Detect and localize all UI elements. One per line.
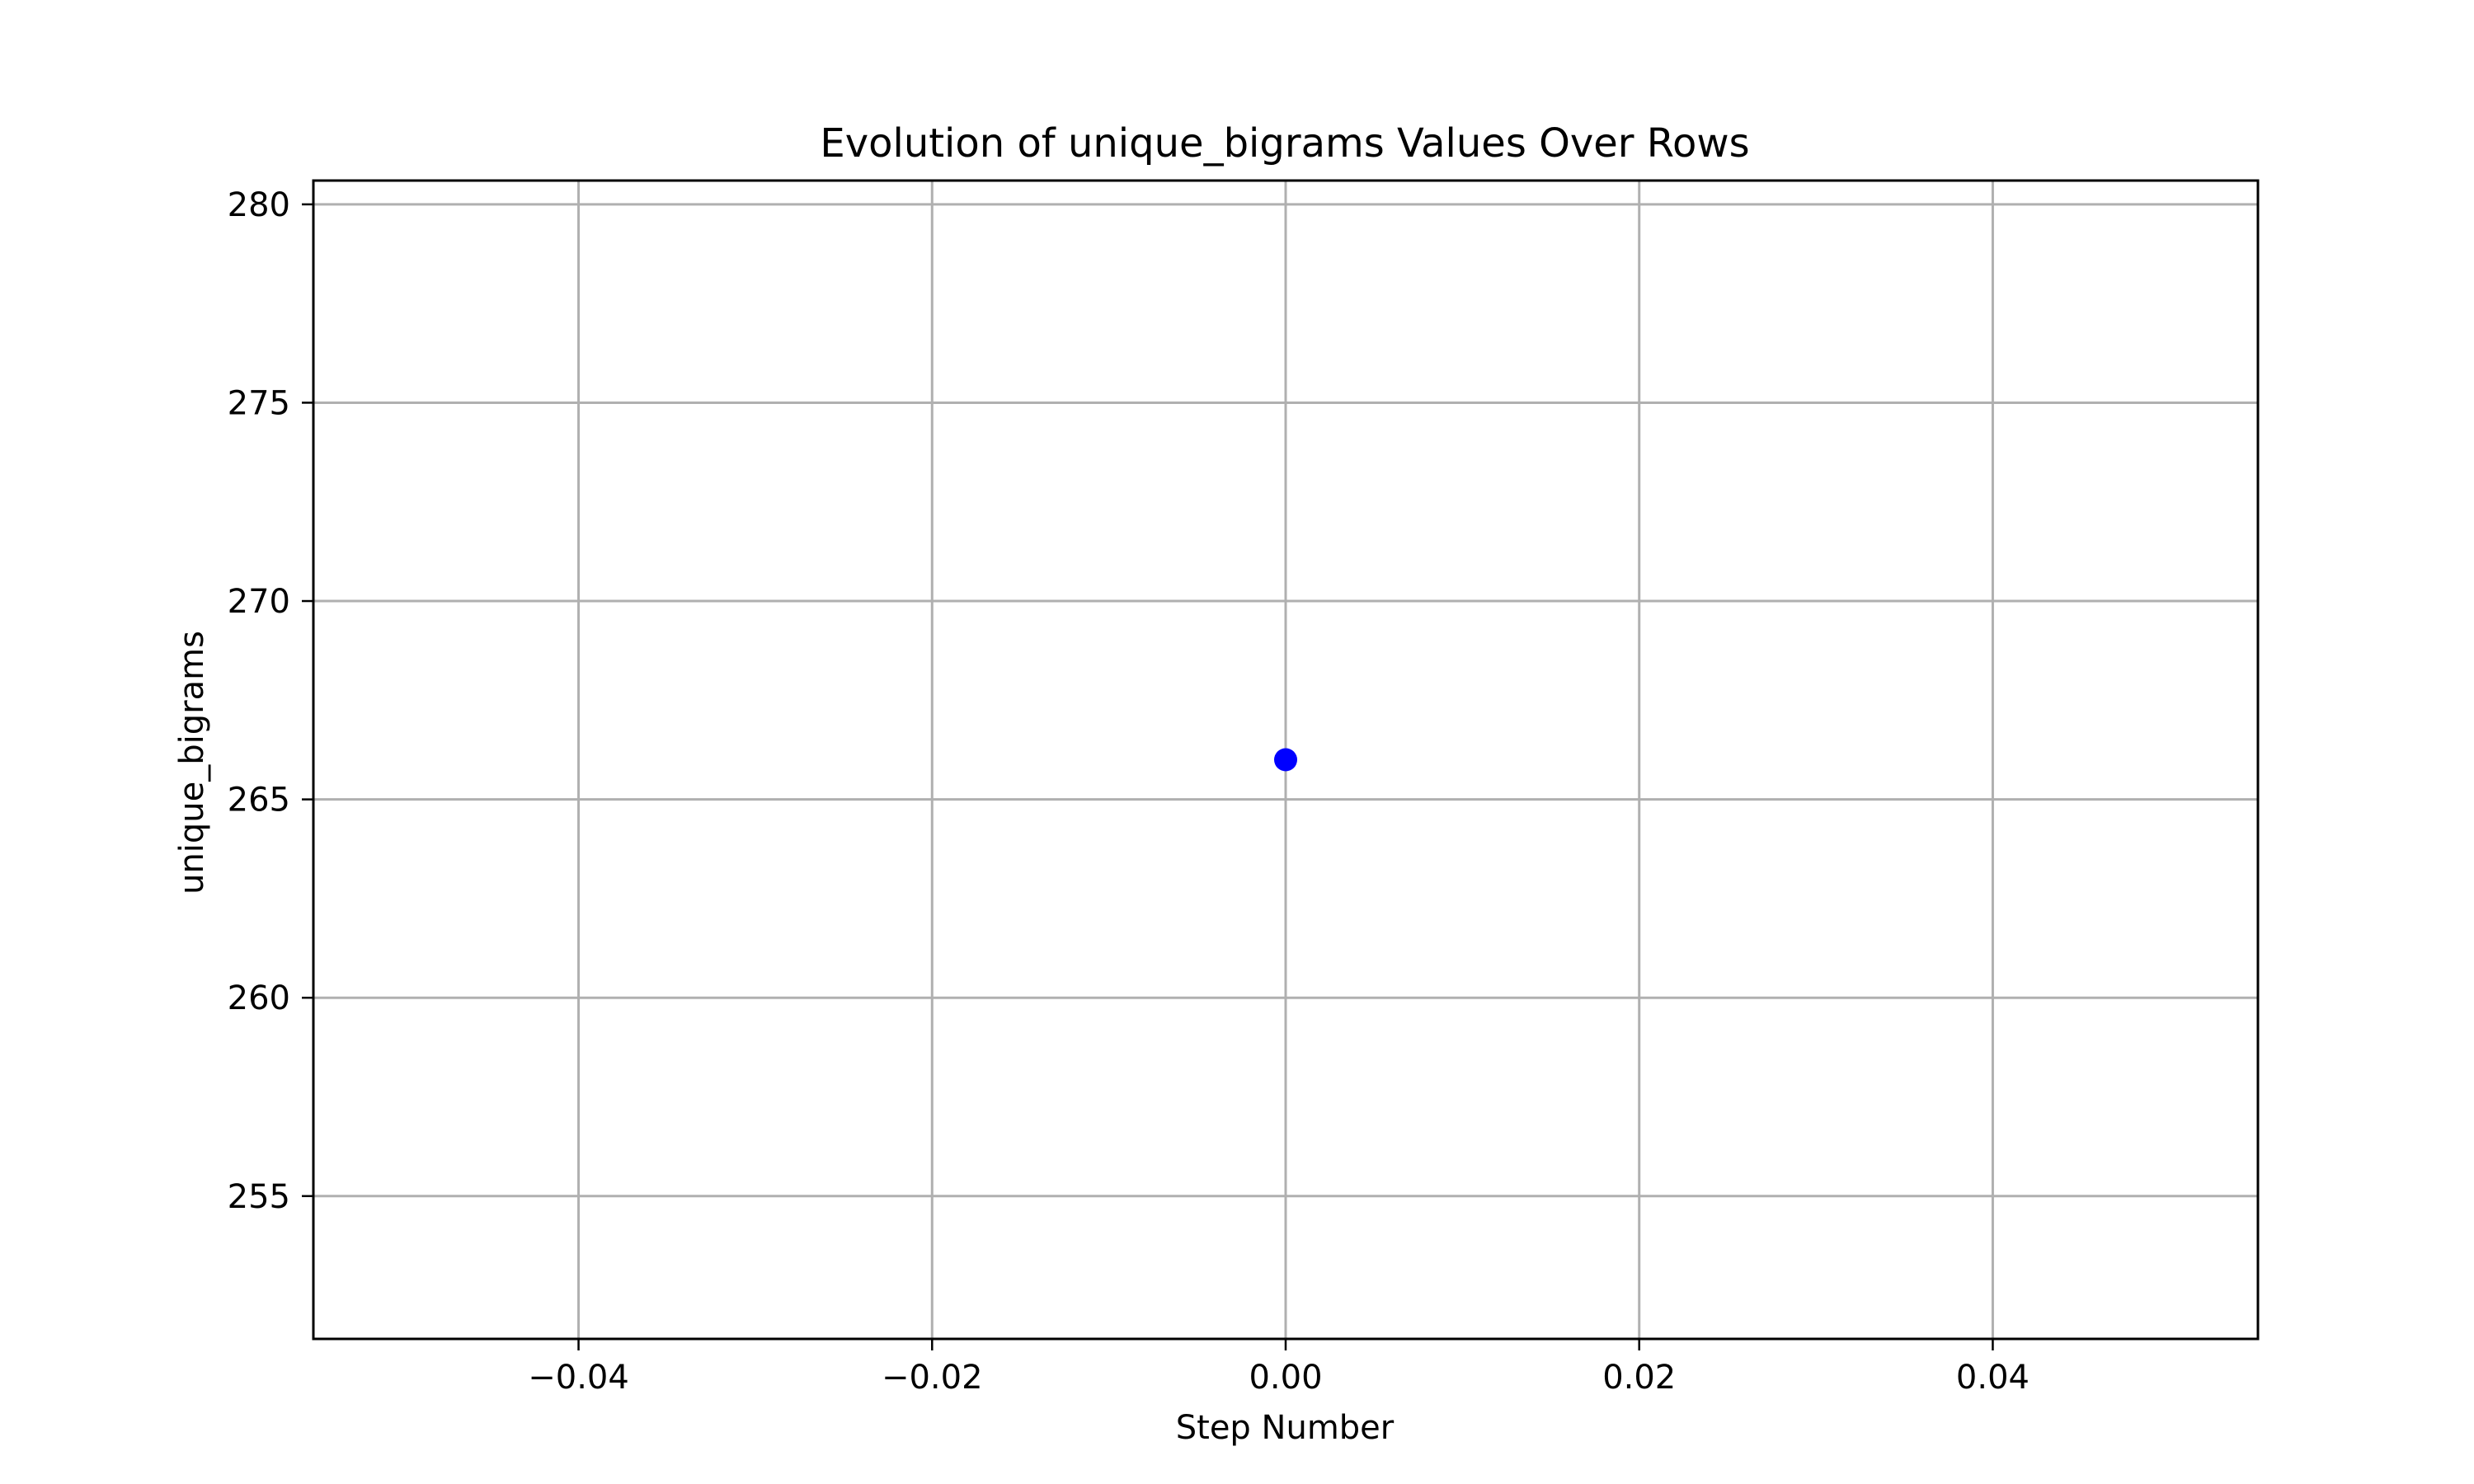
y-tick-label: 265 (228, 782, 290, 819)
y-tick-label: 270 (228, 583, 290, 621)
x-tick-label: 0.02 (1602, 1359, 1676, 1397)
data-points (1274, 748, 1297, 772)
y-axis-label: unique_bigrams (173, 631, 211, 895)
axis-ticks: −0.04 −0.02 0.00 0.02 0.04 255 260 265 270 275 280 (228, 186, 2030, 1397)
y-tick-label: 260 (228, 979, 290, 1017)
data-point (1274, 748, 1297, 772)
y-tick-label: 255 (228, 1178, 290, 1216)
y-tick-label: 275 (228, 384, 290, 422)
x-tick-label: −0.04 (528, 1359, 629, 1397)
x-axis-label: Step Number (1176, 1409, 1395, 1447)
x-tick-label: −0.02 (882, 1359, 983, 1397)
x-tick-label: 0.00 (1249, 1359, 1322, 1397)
chart-title: Evolution of unique_bigrams Values Over … (820, 120, 1749, 167)
y-tick-label: 280 (228, 186, 290, 224)
grid (313, 181, 2258, 1339)
x-tick-label: 0.04 (1956, 1359, 2030, 1397)
